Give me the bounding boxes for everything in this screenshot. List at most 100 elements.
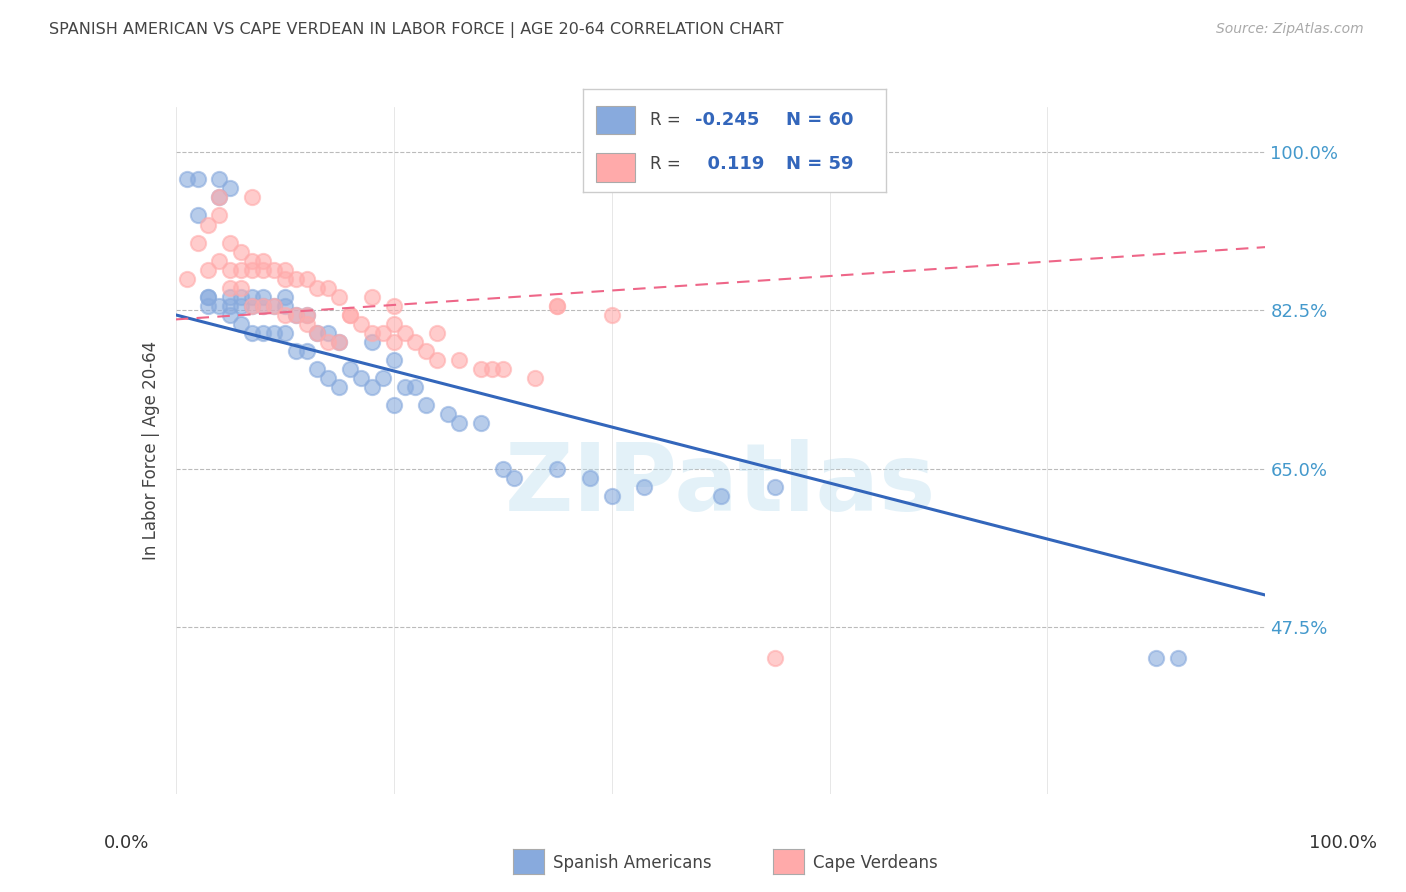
Point <box>274 290 297 304</box>
Point <box>447 417 470 431</box>
Point <box>240 290 263 304</box>
Point <box>371 326 394 340</box>
Point <box>307 326 329 340</box>
Point <box>208 190 231 204</box>
Point <box>240 262 263 277</box>
Point <box>1167 651 1189 665</box>
Point <box>405 334 427 349</box>
Point <box>231 262 253 277</box>
Point <box>263 262 285 277</box>
FancyBboxPatch shape <box>596 153 636 181</box>
Point <box>231 281 253 295</box>
Point <box>426 353 449 368</box>
Point <box>208 190 231 204</box>
Point <box>447 353 470 368</box>
Point <box>284 271 307 285</box>
Point <box>197 218 219 232</box>
Text: 100.0%: 100.0% <box>1309 834 1376 852</box>
Text: Source: ZipAtlas.com: Source: ZipAtlas.com <box>1216 22 1364 37</box>
Point <box>328 290 350 304</box>
Text: Cape Verdeans: Cape Verdeans <box>813 854 938 871</box>
Point <box>350 317 373 331</box>
Point <box>263 326 285 340</box>
Point <box>394 380 416 394</box>
Point <box>252 299 274 313</box>
Point <box>546 299 568 313</box>
Point <box>318 371 340 385</box>
Point <box>197 299 219 313</box>
Point <box>502 470 524 484</box>
Point <box>231 299 253 313</box>
Point <box>176 172 198 186</box>
FancyBboxPatch shape <box>596 105 636 135</box>
Point <box>382 317 405 331</box>
Point <box>328 334 350 349</box>
Point <box>284 344 307 359</box>
Point <box>437 407 460 421</box>
Point <box>339 308 361 322</box>
Text: R =: R = <box>650 111 686 129</box>
Point <box>252 253 274 268</box>
Point <box>219 290 242 304</box>
Point <box>481 362 503 376</box>
Point <box>274 308 297 322</box>
Point <box>360 380 382 394</box>
Point <box>219 299 242 313</box>
Text: R =: R = <box>650 155 686 173</box>
Text: Spanish Americans: Spanish Americans <box>553 854 711 871</box>
Point <box>307 362 329 376</box>
Point <box>274 299 297 313</box>
Point <box>350 371 373 385</box>
Point <box>284 308 307 322</box>
Point <box>328 380 350 394</box>
Point <box>263 299 285 313</box>
Text: 0.119: 0.119 <box>696 155 765 173</box>
Y-axis label: In Labor Force | Age 20-64: In Labor Force | Age 20-64 <box>142 341 160 560</box>
Text: -0.245: -0.245 <box>696 111 759 129</box>
Point <box>415 344 437 359</box>
Point <box>328 334 350 349</box>
Text: N = 59: N = 59 <box>786 155 853 173</box>
Point <box>208 172 231 186</box>
Point <box>186 172 209 186</box>
Point <box>382 334 405 349</box>
Point <box>240 190 263 204</box>
Point <box>546 299 568 313</box>
Point <box>274 271 297 285</box>
Point <box>252 299 274 313</box>
Point <box>284 308 307 322</box>
Text: 0.0%: 0.0% <box>104 834 149 852</box>
Point <box>219 281 242 295</box>
Point <box>240 253 263 268</box>
Point <box>763 480 786 494</box>
Point <box>371 371 394 385</box>
Point <box>208 209 231 223</box>
Point <box>492 362 515 376</box>
Point <box>470 417 492 431</box>
Point <box>274 326 297 340</box>
Text: SPANISH AMERICAN VS CAPE VERDEAN IN LABOR FORCE | AGE 20-64 CORRELATION CHART: SPANISH AMERICAN VS CAPE VERDEAN IN LABO… <box>49 22 783 38</box>
Point <box>339 362 361 376</box>
Point <box>382 299 405 313</box>
Point <box>208 253 231 268</box>
Point <box>415 398 437 412</box>
Point <box>240 299 263 313</box>
Point <box>231 317 253 331</box>
Point <box>360 326 382 340</box>
Point <box>186 209 209 223</box>
Point <box>252 326 274 340</box>
Point <box>382 398 405 412</box>
Point <box>318 334 340 349</box>
Point <box>208 299 231 313</box>
Point <box>1144 651 1167 665</box>
Point <box>546 461 568 475</box>
Point <box>295 308 318 322</box>
Point <box>219 235 242 250</box>
Point <box>219 308 242 322</box>
Point <box>197 290 219 304</box>
Point <box>360 290 382 304</box>
Text: N = 60: N = 60 <box>786 111 853 129</box>
Point <box>405 380 427 394</box>
Point <box>524 371 547 385</box>
Text: ZIPatlas: ZIPatlas <box>505 439 936 531</box>
